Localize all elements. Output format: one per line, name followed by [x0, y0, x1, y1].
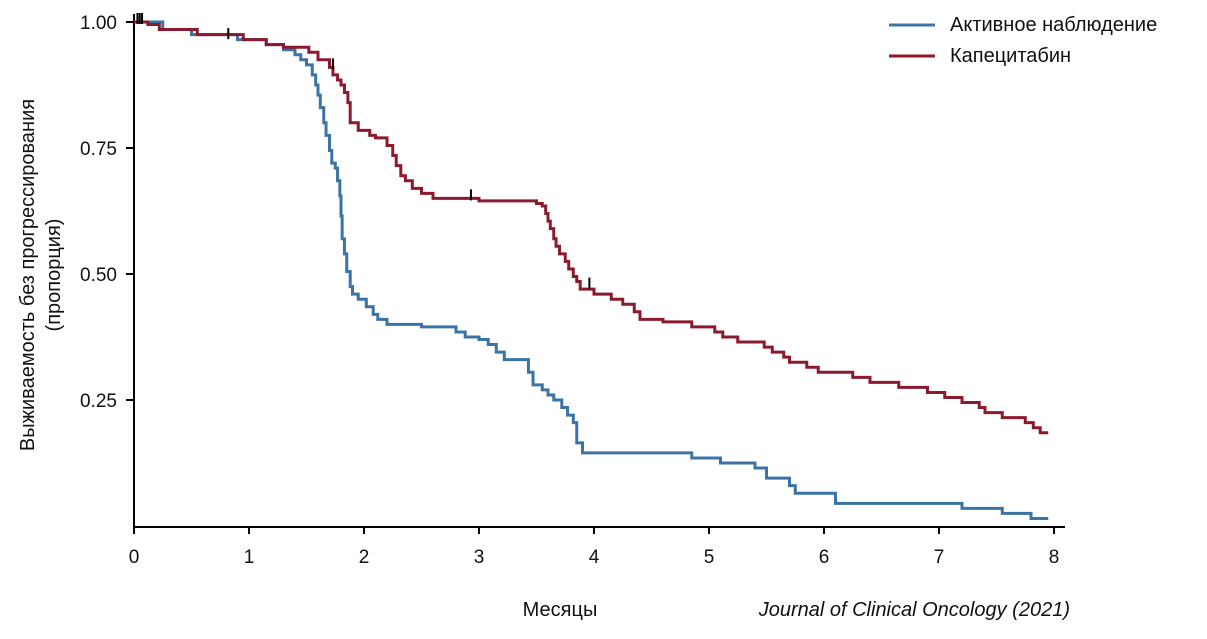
x-tick-label-0: 0: [129, 547, 140, 568]
legend: Активное наблюдение Капецитабин: [889, 14, 1157, 67]
x-tick-label-1: 1: [244, 547, 255, 568]
x-tick-label-4: 4: [589, 547, 600, 568]
x-tick-label-2: 2: [359, 547, 370, 568]
y-tick-label-0.75: 0.75: [80, 139, 117, 160]
y-axis-title-line-1: Выживаемость без прогрессирования: [17, 99, 39, 451]
series-line-0: [134, 20, 1049, 520]
x-tick-label-3: 3: [474, 547, 485, 568]
legend-label-capecitabine: Капецитабин: [950, 45, 1071, 67]
x-axis-title: Месяцы: [523, 599, 598, 621]
y-ticks: 0.25 0.50 0.75 1.00: [80, 13, 134, 412]
y-tick-label-1.00: 1.00: [80, 13, 117, 34]
x-tick-label-8: 8: [1049, 547, 1060, 568]
x-tick-label-7: 7: [934, 547, 945, 568]
y-tick-label-0.50: 0.50: [80, 265, 117, 286]
series-layer: [134, 20, 1049, 520]
y-tick-label-0.25: 0.25: [80, 391, 117, 412]
series-line-1: [134, 20, 1049, 435]
censor-marks: [136, 13, 591, 289]
x-tick-label-5: 5: [704, 547, 715, 568]
source-citation: Journal of Clinical Oncology (2021): [758, 599, 1070, 621]
y-axis-title-line-2: (пропорция): [43, 219, 65, 332]
legend-label-active-surveillance: Активное наблюдение: [950, 14, 1157, 36]
x-ticks: 0 1 2 3 4 5 6 7 8: [129, 527, 1060, 568]
plot-area: 0 1 2 3 4 5 6 7 8 0.25 0.50 0.75 1.00: [80, 13, 1065, 568]
x-tick-label-6: 6: [819, 547, 830, 568]
